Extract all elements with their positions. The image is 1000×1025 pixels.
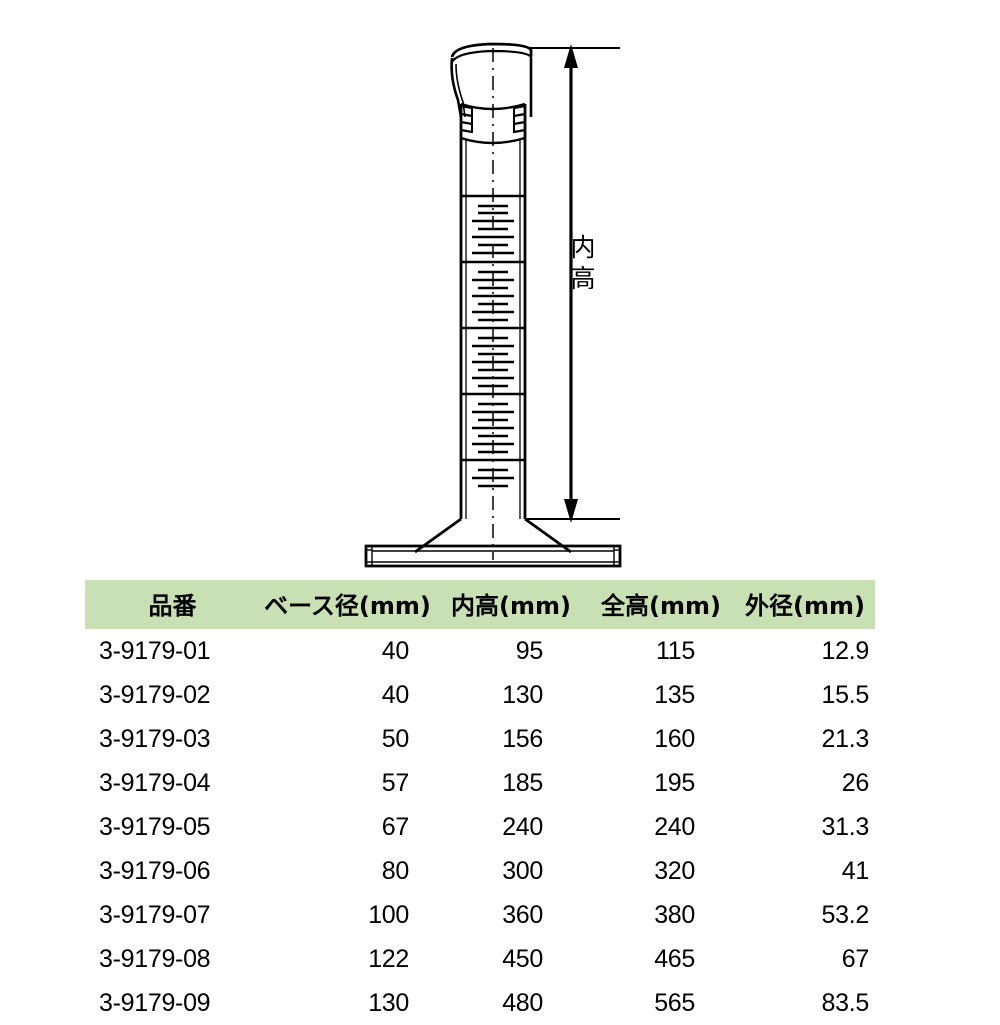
cell-total_h: 195 [654, 768, 695, 797]
column-header-inner-h: 内高(mm) [435, 580, 587, 629]
inner-height-dimension-arrow [564, 44, 578, 523]
cell-total_h: 115 [656, 636, 695, 665]
cell-code: 3-9179-06 [99, 856, 211, 885]
cell-total_h: 320 [654, 856, 695, 885]
diagram-area: 内 高 [364, 42, 622, 568]
spec-table-container: 品番 ベース径(mm) 内高(mm) 全高(mm) 外径(mm) 3-9179-… [0, 580, 1000, 1017]
cell-total_h: 160 [654, 724, 695, 753]
table-row: 3-9179-07 100 360 380 53.2 [85, 893, 875, 937]
cell-inner_h: 156 [502, 724, 543, 753]
table-row: 3-9179-03 50 156 160 21.3 [85, 717, 875, 761]
cell-inner_h: 360 [502, 900, 543, 929]
cell-code: 3-9179-04 [99, 768, 211, 797]
cell-outer_dia: 83.5 [821, 988, 870, 1017]
cell-base_dia: 40 [381, 680, 410, 709]
column-header-code: 品番 [85, 580, 260, 629]
cell-base_dia: 57 [381, 768, 410, 797]
table-row: 3-9179-08 122 450 465 67 [85, 937, 875, 981]
table-row: 3-9179-06 80 300 320 41 [85, 849, 875, 893]
cylinder-drawing-svg [364, 42, 622, 568]
cell-inner_h: 240 [502, 812, 543, 841]
cell-outer_dia: 67 [841, 944, 870, 973]
cell-total_h: 465 [654, 944, 695, 973]
cell-inner_h: 95 [515, 636, 544, 665]
table-row: 3-9179-05 67 240 240 31.3 [85, 805, 875, 849]
cell-code: 3-9179-05 [99, 812, 211, 841]
table-header-row: 品番 ベース径(mm) 内高(mm) 全高(mm) 外径(mm) [85, 580, 875, 629]
cell-outer_dia: 53.2 [821, 900, 870, 929]
cell-base_dia: 40 [381, 636, 410, 665]
table-row: 3-9179-01 40 95 115 12.9 [85, 629, 875, 673]
inner-height-dimension-label: 内 高 [566, 232, 600, 294]
cylinder-body [459, 104, 527, 519]
cell-code: 3-9179-02 [99, 680, 211, 709]
column-header-outer-dia: 外径(mm) [735, 580, 875, 629]
cell-total_h: 565 [654, 988, 695, 1017]
column-header-base-dia: ベース径(mm) [260, 580, 435, 629]
cell-outer_dia: 12.9 [821, 636, 870, 665]
cell-inner_h: 450 [502, 944, 543, 973]
dim-label-char-2: 高 [570, 264, 596, 293]
cell-code: 3-9179-08 [99, 944, 211, 973]
cell-total_h: 240 [654, 812, 695, 841]
cell-base_dia: 80 [381, 856, 410, 885]
table-body: 3-9179-01 40 95 115 12.9 3-9179-02 40 130 135 15.… [85, 629, 875, 1025]
cell-inner_h: 300 [502, 856, 543, 885]
cell-outer_dia: 31.3 [821, 812, 870, 841]
column-header-total-h: 全高(mm) [587, 580, 735, 629]
table-row: 3-9179-09 130 480 565 83.5 [85, 981, 875, 1025]
cell-base_dia: 100 [368, 900, 409, 929]
cell-code: 3-9179-01 [99, 636, 211, 665]
cell-base_dia: 122 [368, 944, 409, 973]
dim-label-char-1: 内 [570, 233, 596, 262]
dimension-extension-lines [525, 47, 620, 520]
cell-base_dia: 67 [381, 812, 410, 841]
cylinder-base [364, 517, 622, 568]
table-row: 3-9179-02 40 130 135 15.5 [85, 673, 875, 717]
cell-outer_dia: 21.3 [821, 724, 870, 753]
cylinder-spout-icon [450, 42, 533, 118]
cell-outer_dia: 41 [841, 856, 870, 885]
cell-code: 3-9179-03 [99, 724, 211, 753]
cell-total_h: 135 [654, 680, 695, 709]
table-row: 3-9179-04 57 185 195 26 [85, 761, 875, 805]
cell-inner_h: 130 [502, 680, 543, 709]
cell-outer_dia: 15.5 [821, 680, 870, 709]
cell-inner_h: 185 [502, 768, 543, 797]
cell-code: 3-9179-07 [99, 900, 211, 929]
cell-code: 3-9179-09 [99, 988, 211, 1017]
cell-base_dia: 130 [368, 988, 409, 1017]
cell-inner_h: 480 [502, 988, 543, 1017]
cell-outer_dia: 26 [841, 768, 870, 797]
table-header: 品番 ベース径(mm) 内高(mm) 全高(mm) 外径(mm) [85, 580, 875, 629]
cell-base_dia: 50 [381, 724, 410, 753]
cell-total_h: 380 [654, 900, 695, 929]
specifications-table: 品番 ベース径(mm) 内高(mm) 全高(mm) 外径(mm) 3-9179-… [85, 580, 875, 1025]
